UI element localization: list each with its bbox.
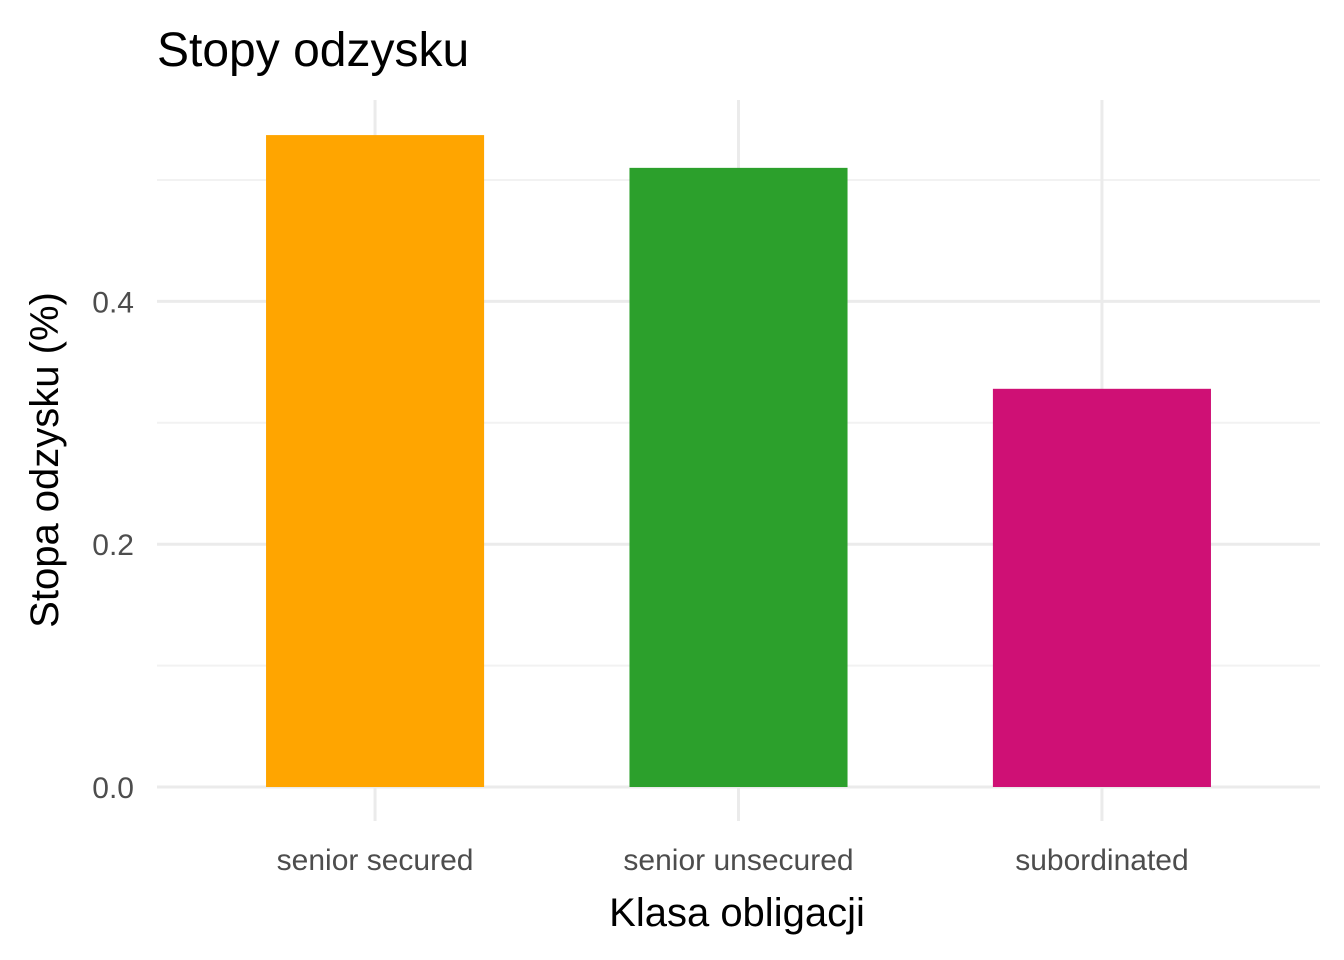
bar-subordinated bbox=[992, 388, 1211, 787]
chart-title: Stopy odzysku bbox=[157, 24, 469, 77]
bar-senior-unsecured bbox=[629, 167, 848, 788]
bar-senior-secured bbox=[266, 135, 485, 787]
x-axis-title: Klasa obligacji bbox=[609, 891, 865, 935]
x-axis-ticks: senior secured senior unsecured subordinat… bbox=[277, 787, 1189, 877]
y-axis-title: Stopa odzysku (%) bbox=[23, 292, 67, 628]
x-tick-label: senior unsecured bbox=[623, 844, 853, 877]
bars bbox=[266, 135, 1211, 788]
x-tick-label: senior secured bbox=[277, 844, 474, 877]
y-tick-label: 0.0 bbox=[92, 772, 134, 805]
y-tick-label: 0.4 bbox=[92, 286, 134, 319]
y-axis-ticks: 0.0 0.2 0.4 bbox=[92, 286, 134, 805]
y-tick-label: 0.2 bbox=[92, 529, 134, 562]
x-tick-label: subordinated bbox=[1015, 844, 1188, 877]
